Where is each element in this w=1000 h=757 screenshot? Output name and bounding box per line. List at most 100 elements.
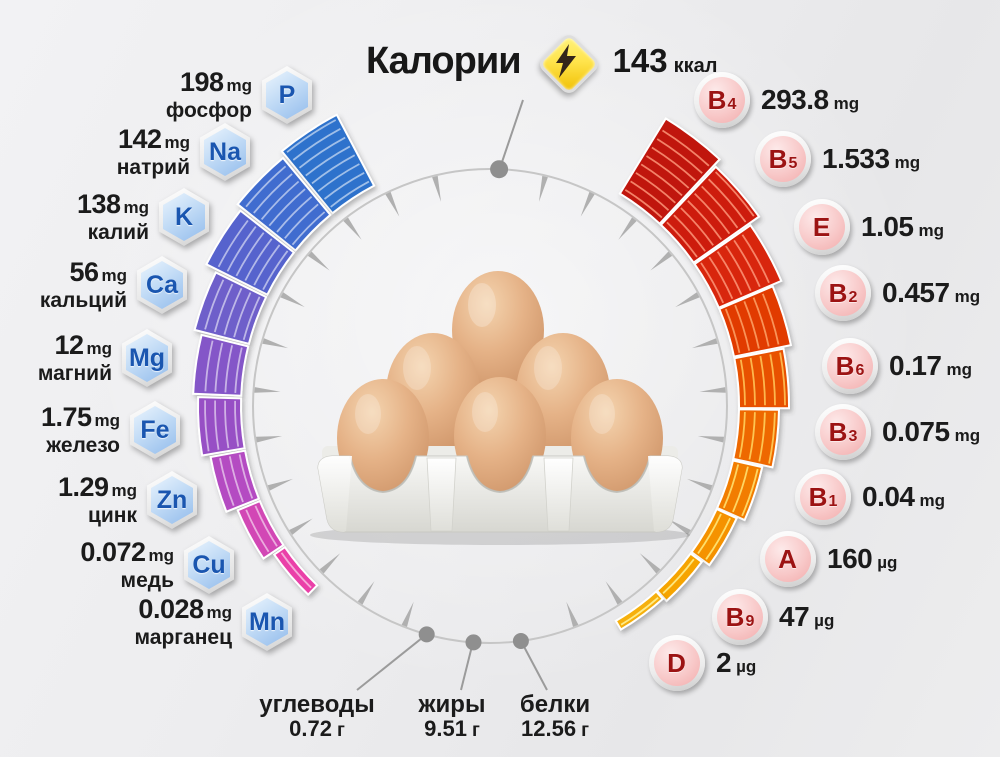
vitamin-value: 1.533 — [822, 143, 890, 174]
mineral-text: 12 mg магний — [38, 330, 112, 385]
mineral-item-mg: 12 mg магний Mg — [38, 329, 172, 387]
badge-face: A — [765, 536, 811, 582]
mineral-unit: mg — [123, 198, 150, 217]
mineral-text: 0.072 mg медь — [80, 537, 175, 592]
vitamin-symbol-sub: 4 — [727, 96, 737, 113]
mineral-text: 198 mg фосфор — [165, 69, 253, 122]
macro-name: углеводы — [259, 691, 375, 718]
circle-badge-e: E — [794, 199, 850, 255]
mineral-value: 12 — [54, 330, 84, 360]
vitamin-unit: mg — [894, 153, 921, 172]
mineral-unit: mg — [101, 266, 128, 285]
vitamin-item-d: D 2 µg — [649, 635, 756, 691]
mineral-name: фосфор — [165, 99, 252, 122]
macro-proteins: белки 12.56 г — [520, 692, 590, 743]
hexagon-face: Fe — [134, 406, 176, 454]
mineral-item-cu: 0.072 mg медь Cu — [80, 536, 234, 594]
vitamin-symbol-sub: 6 — [855, 362, 865, 379]
vitamin-unit: µg — [877, 553, 898, 572]
vitamin-symbol: B — [707, 84, 727, 115]
hexagon-face: Zn — [151, 476, 193, 524]
mineral-item-fe: 1.75 mg железо Fe — [41, 401, 180, 459]
calories-value: 143 ккал — [613, 42, 718, 80]
element-symbol: Zn — [156, 485, 188, 514]
mineral-value: 0.072 — [80, 537, 146, 567]
vitamin-symbol: A — [778, 543, 797, 574]
mineral-value: 0.028 — [138, 594, 204, 624]
mineral-item-zn: 1.29 mg цинк Zn — [58, 471, 197, 529]
mineral-unit: mg — [111, 481, 138, 500]
mineral-value: 56 — [69, 257, 99, 287]
lightning-icon — [535, 30, 602, 97]
macro-carbs: углеводы 0.72 г — [259, 692, 375, 743]
macro-value: 9.51 — [424, 716, 467, 741]
egg-top — [452, 271, 544, 389]
element-symbol: Mn — [248, 607, 286, 636]
mineral-unit: mg — [226, 76, 253, 95]
vitamin-symbol: B — [828, 277, 848, 308]
element-symbol: Fe — [140, 415, 170, 444]
hexagon-face: Cu — [188, 541, 230, 589]
circle-badge-a: A — [760, 531, 816, 587]
mineral-text: 56 mg кальций — [39, 257, 128, 312]
hexagon-badge-zn: Zn — [147, 471, 197, 529]
vitamin-symbol: B — [808, 481, 828, 512]
hexagon-face: Na — [204, 128, 246, 176]
vitamin-value: 160 — [827, 543, 873, 574]
mineral-unit: mg — [94, 411, 121, 430]
vitamin-text: 160 µg — [827, 543, 897, 575]
mineral-unit: mg — [148, 546, 175, 565]
hexagon-badge-p: P — [262, 66, 312, 124]
vitamin-value: 293.8 — [761, 84, 829, 115]
vitamin-text: 0.17 mg — [889, 350, 972, 382]
vitamin-value: 0.075 — [882, 416, 950, 447]
hexagon-badge-k: K — [159, 188, 209, 246]
vitamin-unit: mg — [954, 287, 981, 306]
element-symbol: Cu — [192, 550, 226, 579]
circle-badge-d: D — [649, 635, 705, 691]
hexagon-face: Ca — [141, 261, 183, 309]
vitamin-text: 1.533 mg — [822, 143, 920, 175]
vitamin-text: 0.04 mg — [862, 481, 945, 513]
mineral-text: 142 mg натрий — [117, 126, 191, 179]
macro-name: белки — [519, 691, 591, 718]
mineral-item-mn: 0.028 mg марганец Mn — [135, 593, 292, 651]
vitamin-symbol: B — [835, 350, 855, 381]
vitamin-value: 2 — [716, 647, 732, 678]
vitamin-value: 0.04 — [862, 481, 915, 512]
vitamin-value: 0.17 — [889, 350, 942, 381]
mineral-item-p: 198 mg фосфор P — [166, 66, 312, 124]
vitamin-symbol-sub: 1 — [828, 493, 838, 510]
mineral-name: калий — [87, 221, 149, 244]
vitamin-value: 1.05 — [861, 211, 914, 242]
vitamin-unit: mg — [918, 221, 945, 240]
hexagon-badge-fe: Fe — [130, 401, 180, 459]
calories-unit: ккал — [673, 55, 718, 77]
egg-bottom-center — [454, 377, 546, 495]
lightning-bolt-glyph — [555, 44, 576, 78]
mineral-value: 1.29 — [57, 472, 109, 502]
hexagon-badge-mn: Mn — [242, 593, 292, 651]
vitamin-item-a: A 160 µg — [760, 531, 897, 587]
mineral-unit: mg — [164, 133, 191, 152]
mineral-text: 1.29 mg цинк — [57, 472, 138, 527]
calories-number: 143 — [612, 42, 668, 79]
carton-front — [317, 455, 683, 533]
mineral-name: кальций — [39, 289, 127, 312]
hexagon-face: Mn — [246, 598, 288, 646]
element-symbol: Na — [209, 137, 241, 166]
mineral-value: 1.75 — [40, 402, 92, 432]
hexagon-badge-ca: Ca — [137, 256, 187, 314]
